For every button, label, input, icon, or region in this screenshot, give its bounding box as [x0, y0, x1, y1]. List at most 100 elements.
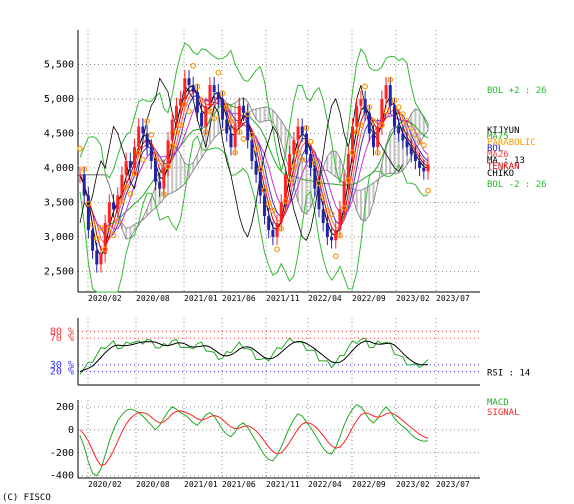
candle-body	[397, 126, 401, 134]
candle-body	[279, 202, 283, 224]
price-y-tick-label: 3,500	[44, 197, 74, 208]
price-cloud-span-b	[80, 106, 429, 229]
candle-body	[409, 147, 413, 155]
macd-x-tick-label: 2021/06	[222, 480, 256, 489]
parabolic-dot	[186, 108, 192, 115]
parabolic-dot	[207, 108, 213, 115]
candle-body	[392, 105, 396, 127]
price-legend-label: BOL +2 : 26	[487, 86, 547, 96]
parabolic-dot	[160, 191, 167, 197]
candle-body	[149, 147, 153, 161]
candle-body	[304, 133, 308, 155]
candle-body	[195, 92, 199, 113]
rsi-y-tick-label: 70 %	[50, 333, 74, 344]
candle-body	[267, 216, 271, 230]
parabolic-dot	[320, 193, 327, 200]
candle-body	[275, 223, 279, 237]
candle-body	[380, 98, 384, 127]
candle-body	[346, 154, 350, 182]
parabolic-dot	[253, 145, 259, 152]
signal-line	[79, 410, 429, 466]
candle-body	[141, 126, 145, 134]
bollinger-upper-line	[79, 42, 429, 184]
ma75-line	[79, 103, 429, 229]
candle-body	[413, 154, 417, 161]
parabolic-dot	[85, 200, 92, 207]
price-cloud-span-a	[80, 97, 429, 240]
macd-x-tick-label: 2023/07	[436, 480, 470, 489]
price-x-tick-label: 2020/08	[136, 294, 170, 303]
candle-body	[254, 161, 258, 175]
parabolic-dot	[139, 156, 146, 163]
parabolic-dot	[328, 211, 335, 217]
parabolic-dot	[228, 118, 234, 124]
price-x-tick-label: 2021/11	[266, 294, 300, 303]
parabolic-dot	[341, 204, 348, 211]
candle-body	[367, 112, 371, 134]
price-x-tick-label: 2022/09	[352, 294, 386, 303]
parabolic-dot	[358, 122, 364, 129]
parabolic-dot	[337, 232, 343, 239]
rsi-fast-line	[79, 337, 429, 375]
candle-body	[120, 174, 124, 196]
macd-legend-label: SIGNAL	[487, 408, 520, 418]
macd-x-tick-label: 2021/11	[266, 480, 300, 489]
parabolic-dot	[194, 83, 201, 90]
parabolic-dot	[156, 159, 163, 166]
macd-x-tick-label: 2023/02	[396, 480, 430, 489]
price-x-tick-label: 2023/07	[436, 294, 470, 303]
parabolic-dot	[198, 97, 205, 104]
parabolic-dot	[290, 163, 297, 170]
rsi-line	[79, 340, 429, 373]
candle-body	[187, 78, 191, 86]
candle-body	[162, 167, 166, 189]
parabolic-dot	[404, 118, 410, 124]
candle-body	[116, 195, 120, 210]
parabolic-dot	[152, 152, 159, 159]
macd-x-tick-label: 2021/01	[184, 480, 218, 489]
candle-body	[133, 147, 137, 168]
candle-body	[338, 209, 342, 230]
candle-body	[250, 140, 254, 161]
parabolic-dot	[177, 122, 184, 129]
candle-body	[191, 85, 195, 93]
parabolic-dot	[416, 138, 423, 145]
parabolic-dot	[232, 149, 239, 156]
parabolic-dot	[353, 129, 360, 135]
candle-body	[95, 250, 99, 265]
candle-body	[204, 105, 208, 127]
candle-body	[112, 202, 116, 210]
candle-body	[363, 98, 367, 113]
price-x-tick-label: 2020/02	[88, 294, 122, 303]
macd-y-tick-label: -200	[50, 448, 74, 459]
candle-body	[179, 98, 183, 106]
macd-y-tick-label: 200	[56, 402, 74, 413]
parabolic-dot	[265, 200, 272, 207]
parabolic-dot	[236, 129, 243, 135]
parabolic-dot	[77, 145, 83, 152]
macd-x-tick-label: 2020/02	[88, 480, 122, 489]
parabolic-dot	[169, 142, 176, 149]
candle-body	[418, 161, 422, 168]
parabolic-dot	[249, 131, 255, 138]
parabolic-dot	[307, 138, 314, 145]
rsi-legend-label: RSI : 14	[487, 369, 530, 379]
parabolic-dot	[190, 62, 197, 69]
parabolic-dot	[202, 129, 209, 135]
candle-body	[82, 174, 86, 196]
price-legend-label: BOL -2 : 26	[487, 180, 547, 190]
candle-body	[221, 98, 225, 120]
macd-x-tick-label: 2022/04	[308, 480, 342, 489]
candle-body	[103, 223, 107, 255]
rsi-y-tick-label: 80 %	[50, 326, 74, 337]
parabolic-dot	[211, 115, 218, 122]
parabolic-dot	[412, 131, 419, 138]
candle-body	[371, 133, 375, 148]
rsi-y-tick-label: 20 %	[50, 367, 74, 378]
candle-body	[216, 92, 220, 99]
parabolic-dot	[240, 136, 247, 142]
candle-body	[271, 229, 275, 237]
parabolic-dot	[148, 131, 155, 138]
parabolic-dot	[420, 142, 427, 149]
parabolic-dot	[114, 218, 121, 225]
